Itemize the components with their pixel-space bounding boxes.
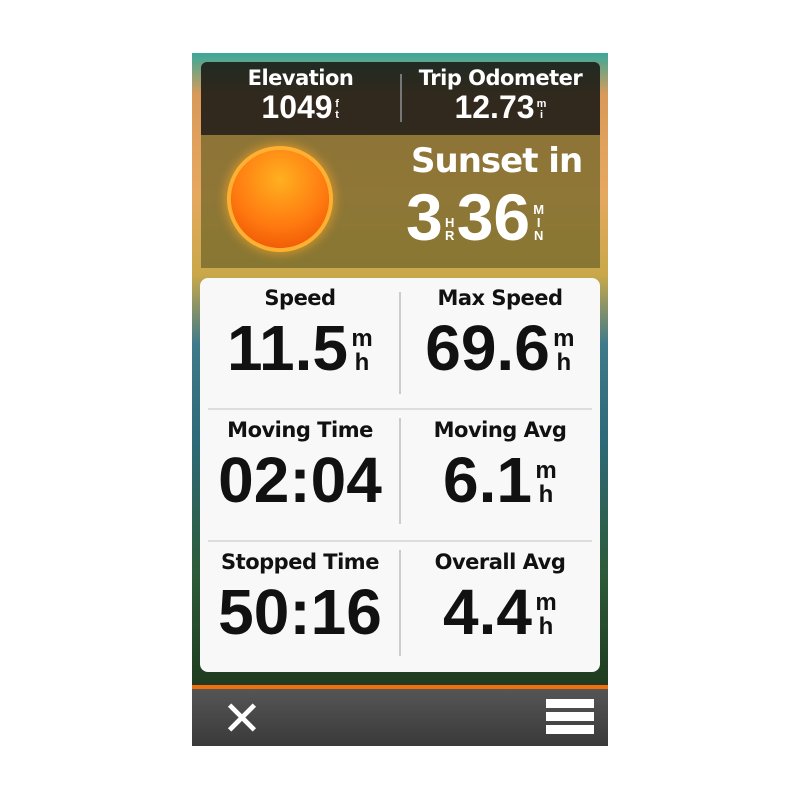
trip-odometer-value: 12.73 [454,89,535,125]
field-value: 6.1 [443,444,532,516]
elevation-label: Elevation [247,66,354,90]
trip-computer-screen: Elevation 1049 ft Trip Odometer 12.73 mi S… [192,53,608,746]
field-unit: mh [553,325,575,376]
field-moving-time[interactable]: Moving Time 02:04 [200,410,400,541]
trip-odometer-unit: mi [536,98,547,121]
field-value: 4.4 [443,576,532,648]
field-value: 11.5 [226,312,349,384]
field-label: Speed [264,286,336,310]
sunset-minutes-unit: MIN [533,202,545,243]
field-overall-avg[interactable]: Overall Avg 4.4 mh [400,542,600,673]
field-moving-avg[interactable]: Moving Avg 6.1 mh [400,410,600,541]
menu-button[interactable] [546,699,594,739]
divider [208,540,592,542]
sun-icon [231,150,329,248]
trip-odometer-field[interactable]: Trip Odometer 12.73 mi [401,62,600,135]
menu-hamburger-icon [546,712,594,721]
field-label: Moving Time [227,418,373,442]
header-divider [400,74,402,122]
field-label: Max Speed [437,286,563,310]
sunset-minutes: 36 [456,180,531,254]
sunset-hours-unit: HR [445,215,455,243]
accent-line [192,685,608,689]
sunset-field[interactable]: Sunset in 3 HR36 MIN [201,135,600,268]
field-label: Stopped Time [221,550,379,574]
sunset-value: 3 HR36 MIN [406,177,544,257]
sunset-hours: 3 [406,180,443,254]
field-value: 50:16 [218,576,382,648]
divider [399,550,401,656]
bottom-toolbar: ✕ [192,689,608,746]
divider [208,408,592,410]
menu-hamburger-icon [546,725,594,734]
field-value: 69.6 [425,312,550,384]
field-unit: mh [535,457,557,508]
field-max-speed[interactable]: Max Speed 69.6 mh [400,278,600,409]
elevation-unit: ft [335,98,339,121]
field-label: Moving Avg [433,418,567,442]
data-fields-panel: Speed 11.5 mh Max Speed 69.6 mh Moving Tim… [200,278,600,672]
field-unit: mh [351,325,373,376]
field-speed[interactable]: Speed 11.5 mh [200,278,400,409]
divider [399,292,401,394]
header-bar: Elevation 1049 ft Trip Odometer 12.73 mi [201,62,600,135]
elevation-field[interactable]: Elevation 1049 ft [201,62,400,135]
close-x-icon: ✕ [221,691,263,746]
close-button[interactable]: ✕ [217,695,267,743]
field-label: Overall Avg [434,550,566,574]
elevation-value: 1049 [261,89,333,125]
field-value: 02:04 [218,444,382,516]
field-unit: mh [535,589,557,640]
field-stopped-time[interactable]: Stopped Time 50:16 [200,542,400,673]
menu-hamburger-icon [546,699,594,708]
trip-odometer-label: Trip Odometer [418,66,583,90]
divider [399,418,401,524]
sunset-label: Sunset in [411,141,583,181]
